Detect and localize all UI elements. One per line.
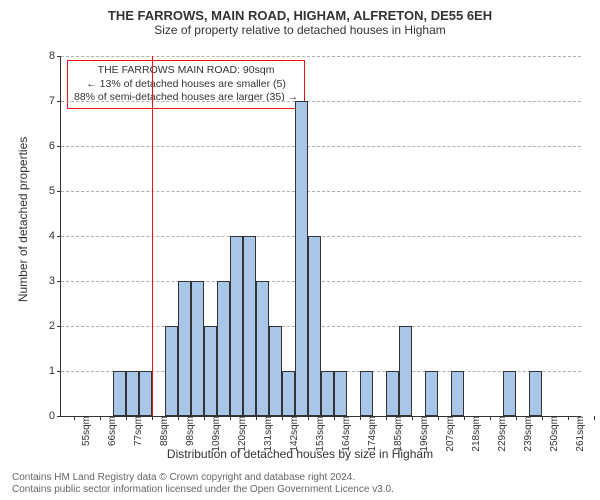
y-axis-label: Number of detached properties (16, 136, 30, 301)
x-tick-mark (230, 416, 231, 420)
x-tick-label: 77sqm (129, 416, 144, 446)
y-tick-mark (57, 146, 61, 147)
x-tick-mark (152, 416, 153, 420)
x-tick-mark (516, 416, 517, 420)
histogram-bar (165, 326, 178, 416)
x-tick-label: 250sqm (545, 416, 560, 452)
y-tick-mark (57, 371, 61, 372)
histogram-bar (321, 371, 334, 416)
x-tick-mark (542, 416, 543, 420)
histogram-bar (529, 371, 542, 416)
histogram-bar (503, 371, 516, 416)
y-tick-mark (57, 236, 61, 237)
gridline (61, 56, 581, 57)
x-tick-mark (412, 416, 413, 420)
histogram-bar (178, 281, 191, 416)
gridline (61, 146, 581, 147)
y-tick-mark (57, 281, 61, 282)
chart-subtitle: Size of property relative to detached ho… (10, 23, 590, 37)
gridline (61, 191, 581, 192)
x-tick-label: 239sqm (519, 416, 534, 452)
histogram-bar (386, 371, 399, 416)
x-tick-mark (204, 416, 205, 420)
histogram-bar (217, 281, 230, 416)
histogram-bar (126, 371, 139, 416)
footer-line-2: Contains public sector information licen… (12, 484, 394, 496)
gridline (61, 326, 581, 327)
x-tick-mark (126, 416, 127, 420)
y-tick-mark (57, 416, 61, 417)
gridline (61, 281, 581, 282)
x-tick-label: 207sqm (441, 416, 456, 452)
x-tick-label: 98sqm (181, 416, 196, 446)
x-tick-label: 261sqm (571, 416, 586, 452)
x-tick-mark (386, 416, 387, 420)
histogram-bar (399, 326, 412, 416)
x-tick-mark (282, 416, 283, 420)
histogram-bar (269, 326, 282, 416)
histogram-bar (308, 236, 321, 416)
plot-area: THE FARROWS MAIN ROAD: 90sqm ← 13% of de… (60, 56, 581, 417)
histogram-bar (282, 371, 295, 416)
x-tick-label: 88sqm (155, 416, 170, 446)
x-tick-mark (178, 416, 179, 420)
x-tick-mark (438, 416, 439, 420)
x-axis-label: Distribution of detached houses by size … (167, 447, 433, 461)
histogram-bar (191, 281, 204, 416)
x-tick-label: 66sqm (103, 416, 118, 446)
histogram-bar (139, 371, 152, 416)
histogram-bar (451, 371, 464, 416)
property-size-chart: THE FARROWS, MAIN ROAD, HIGHAM, ALFRETON… (10, 8, 590, 463)
annotation-line-1: THE FARROWS MAIN ROAD: 90sqm (74, 64, 298, 78)
x-tick-label: 218sqm (467, 416, 482, 452)
x-tick-label: 229sqm (493, 416, 508, 452)
footer-line-1: Contains HM Land Registry data © Crown c… (12, 472, 394, 484)
gridline (61, 101, 581, 102)
annotation-line-2: ← 13% of detached houses are smaller (5) (74, 78, 298, 92)
attribution-footer: Contains HM Land Registry data © Crown c… (12, 472, 394, 496)
x-tick-mark (256, 416, 257, 420)
annotation-line-3: 88% of semi-detached houses are larger (… (74, 91, 298, 105)
y-tick-mark (57, 101, 61, 102)
y-tick-mark (57, 326, 61, 327)
x-tick-mark (100, 416, 101, 420)
histogram-bar (360, 371, 373, 416)
reference-line (152, 56, 153, 416)
histogram-bar (243, 236, 256, 416)
y-tick-mark (57, 56, 61, 57)
histogram-bar (230, 236, 243, 416)
histogram-bar (204, 326, 217, 416)
x-tick-mark (490, 416, 491, 420)
x-tick-mark (464, 416, 465, 420)
x-tick-mark (308, 416, 309, 420)
histogram-bar (425, 371, 438, 416)
x-tick-mark (594, 416, 595, 420)
x-tick-label: 55sqm (77, 416, 92, 446)
histogram-bar (334, 371, 347, 416)
x-tick-mark (74, 416, 75, 420)
histogram-bar (113, 371, 126, 416)
gridline (61, 236, 581, 237)
chart-title: THE FARROWS, MAIN ROAD, HIGHAM, ALFRETON… (10, 8, 590, 23)
x-tick-mark (360, 416, 361, 420)
histogram-bar (295, 101, 308, 416)
histogram-bar (256, 281, 269, 416)
y-tick-mark (57, 191, 61, 192)
x-tick-mark (568, 416, 569, 420)
x-tick-mark (334, 416, 335, 420)
